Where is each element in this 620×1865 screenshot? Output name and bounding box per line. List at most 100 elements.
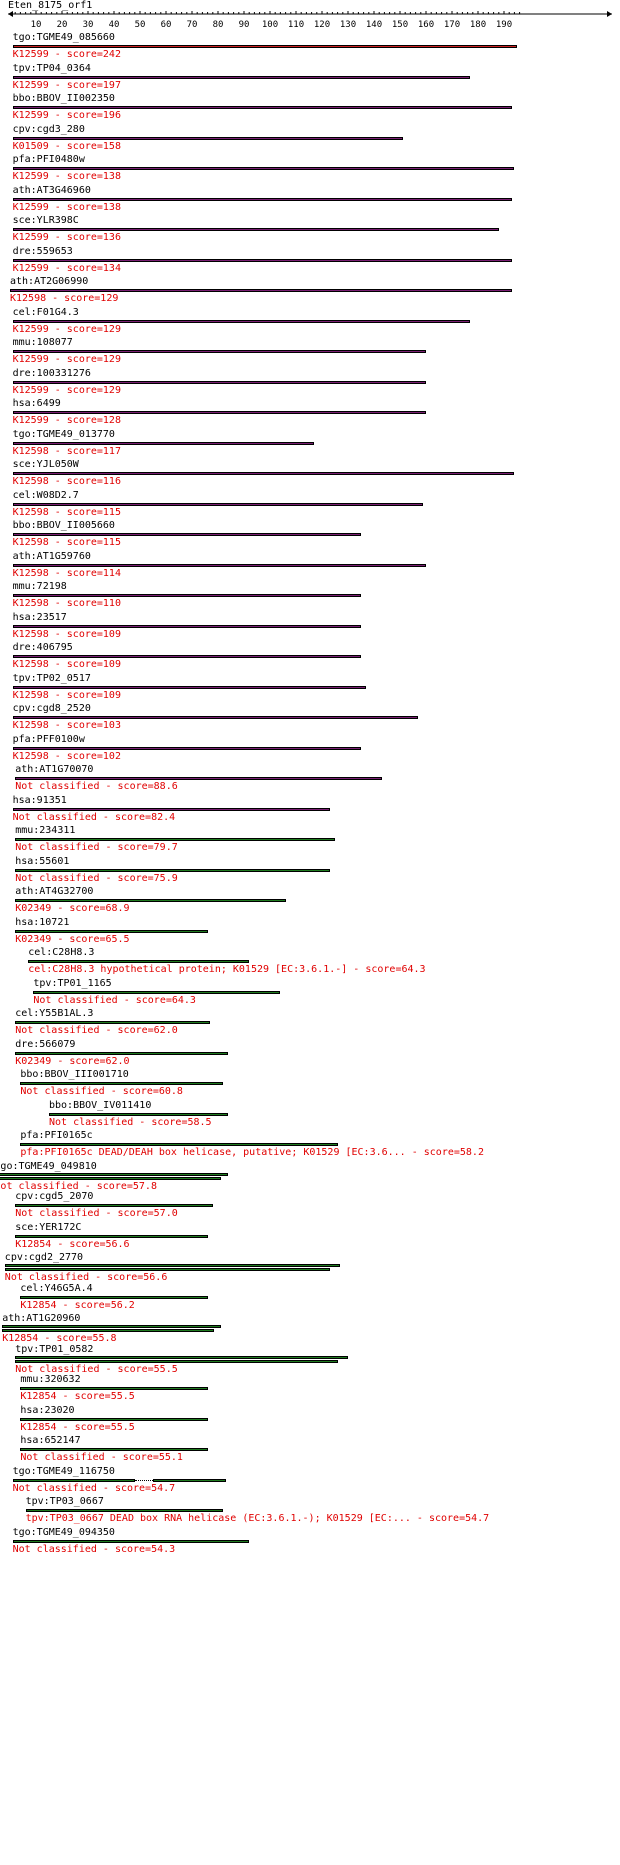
hit-name[interactable]: tgo:TGME49_094350 <box>12 1526 115 1538</box>
hit-bar[interactable] <box>20 1417 208 1421</box>
hit-name[interactable]: bbo:BBOV_III001710 <box>20 1069 129 1080</box>
hit-description[interactable]: Not classified - score=55.5 <box>15 1363 178 1375</box>
hit-name[interactable]: dre:566079 <box>15 1038 76 1050</box>
hit-name[interactable]: pfa:PFI0480w <box>12 154 85 165</box>
hit-name[interactable]: hsa:55601 <box>15 855 70 867</box>
hit-description[interactable]: K12598 - score=129 <box>10 293 119 304</box>
hit-bar[interactable] <box>15 1021 211 1024</box>
hit-description[interactable]: cel:C28H8.3 hypothetical protein; K01529… <box>28 964 426 975</box>
hit-bar[interactable] <box>0 1176 222 1180</box>
hit-bar[interactable] <box>12 472 515 475</box>
hit-description[interactable]: K12854 - score=56.6 <box>15 1238 130 1250</box>
hit-bar[interactable] <box>12 45 517 48</box>
hit-description[interactable]: Not classified - score=82.4 <box>12 811 176 823</box>
hit-bar[interactable] <box>33 990 281 994</box>
hit-bar[interactable] <box>12 655 361 658</box>
hit-name[interactable]: ath:AT2G06990 <box>10 276 89 287</box>
hit-bar[interactable] <box>4 1268 331 1271</box>
hit-name[interactable]: bbo:BBOV_II002350 <box>12 93 115 104</box>
hit-bar[interactable] <box>15 868 330 872</box>
hit-name[interactable]: tpv:TP03_0667 <box>25 1496 104 1507</box>
hit-bar[interactable] <box>0 1172 229 1176</box>
hit-description[interactable]: Not classified - score=58.5 <box>49 1116 212 1128</box>
hit-name[interactable]: ath:AT4G32700 <box>15 886 94 897</box>
hit-bar[interactable] <box>20 1295 208 1299</box>
hit-bar[interactable] <box>15 1359 338 1363</box>
hit-name[interactable]: ath:AT3G46960 <box>12 184 91 196</box>
hit-description[interactable]: K12854 - score=55.5 <box>20 1391 135 1402</box>
hit-bar[interactable] <box>12 1478 135 1482</box>
hit-bar[interactable] <box>12 807 330 811</box>
hit-description[interactable]: K12599 - score=197 <box>12 79 121 91</box>
hit-name[interactable]: hsa:23020 <box>20 1404 75 1416</box>
hit-name[interactable]: cpv:cgd2_2770 <box>4 1252 84 1263</box>
hit-name[interactable]: pfa:PFF0100w <box>12 733 85 745</box>
hit-bar[interactable] <box>12 380 426 384</box>
hit-name[interactable]: hsa:10721 <box>15 916 70 928</box>
hit-bar[interactable] <box>15 899 286 902</box>
hit-description[interactable]: Not classified - score=75.9 <box>15 872 178 884</box>
hit-bar[interactable] <box>4 1264 341 1267</box>
hit-name[interactable]: cpv:cgd5_2070 <box>15 1191 94 1202</box>
hit-bar[interactable] <box>15 1234 208 1238</box>
hit-name[interactable]: cpv:cgd3_280 <box>12 123 85 135</box>
hit-bar[interactable] <box>12 594 361 597</box>
hit-description[interactable]: K12599 - score=129 <box>12 384 121 396</box>
hit-description[interactable]: K12854 - score=56.2 <box>20 1299 135 1311</box>
hit-description[interactable]: Not classified - score=57.0 <box>15 1208 178 1219</box>
hit-bar[interactable] <box>15 929 208 933</box>
hit-name[interactable]: tpv:TP01_0582 <box>15 1343 94 1355</box>
hit-bar[interactable] <box>12 502 424 506</box>
hit-name[interactable]: tpv:TP04_0364 <box>12 62 91 74</box>
hit-description[interactable]: K01509 - score=158 <box>12 140 121 152</box>
hit-bar[interactable] <box>12 716 419 719</box>
hit-description[interactable]: K12599 - score=138 <box>12 201 121 213</box>
hit-description[interactable]: K02349 - score=68.9 <box>15 903 130 914</box>
hit-name[interactable]: dre:559653 <box>12 245 73 257</box>
hit-description[interactable]: pfa:PFI0165c DEAD/DEAH box helicase, put… <box>20 1147 484 1158</box>
hit-bar[interactable] <box>15 1051 229 1055</box>
hit-description[interactable]: K02349 - score=62.0 <box>15 1055 130 1067</box>
hit-description[interactable]: Not classified - score=62.0 <box>15 1025 178 1036</box>
hit-name[interactable]: mmu:108077 <box>12 337 73 348</box>
hit-bar[interactable] <box>12 1539 250 1543</box>
hit-name[interactable]: tgo:TGME49_085660 <box>12 32 115 43</box>
hit-name[interactable]: hsa:23517 <box>12 611 67 623</box>
hit-bar[interactable] <box>12 746 361 750</box>
hit-name[interactable]: cel:W08D2.7 <box>12 489 79 501</box>
hit-name[interactable]: cel:C28H8.3 <box>28 947 95 958</box>
hit-bar[interactable] <box>28 960 250 963</box>
hit-bar[interactable] <box>20 1082 224 1085</box>
hit-description[interactable]: K12599 - score=242 <box>12 49 121 60</box>
hit-bar[interactable] <box>12 136 403 140</box>
hit-description[interactable]: K12599 - score=128 <box>12 415 121 426</box>
hit-description[interactable]: Not classified - score=54.7 <box>12 1482 176 1494</box>
hit-bar[interactable] <box>20 1387 208 1390</box>
hit-bar[interactable] <box>12 411 426 414</box>
hit-bar[interactable] <box>12 228 499 231</box>
hit-bar[interactable] <box>20 1448 208 1451</box>
hit-name[interactable]: cel:Y46G5A.4 <box>20 1282 93 1294</box>
hit-description[interactable]: K02349 - score=65.5 <box>15 933 130 945</box>
hit-name[interactable]: pfa:PFI0165c <box>20 1130 93 1141</box>
hit-name[interactable]: hsa:6499 <box>12 398 61 409</box>
hit-bar[interactable] <box>12 319 471 323</box>
hit-description[interactable]: Not classified - score=88.6 <box>15 781 178 792</box>
hit-description[interactable]: K12598 - score=117 <box>12 445 121 457</box>
hit-bar[interactable] <box>49 1112 229 1116</box>
hit-description[interactable]: K12599 - score=136 <box>12 232 121 243</box>
hit-description[interactable]: K12598 - score=109 <box>12 689 121 701</box>
hit-description[interactable]: Not classified - score=57.8 <box>0 1180 157 1192</box>
hit-description[interactable]: Not classified - score=79.7 <box>15 842 178 853</box>
hit-name[interactable]: ath:AT1G70070 <box>15 764 94 775</box>
hit-bar[interactable] <box>10 289 512 292</box>
hit-bar[interactable] <box>12 350 426 353</box>
hit-bar[interactable] <box>12 197 512 201</box>
hit-bar[interactable] <box>12 624 361 628</box>
hit-name[interactable]: dre:100331276 <box>12 367 91 379</box>
hit-description[interactable]: K12599 - score=129 <box>12 354 121 365</box>
hit-description[interactable]: K12598 - score=103 <box>12 720 121 731</box>
hit-description[interactable]: Not classified - score=64.3 <box>33 994 196 1006</box>
hit-description[interactable]: K12854 - score=55.8 <box>2 1333 117 1344</box>
hit-name[interactable]: mmu:234311 <box>15 825 76 836</box>
